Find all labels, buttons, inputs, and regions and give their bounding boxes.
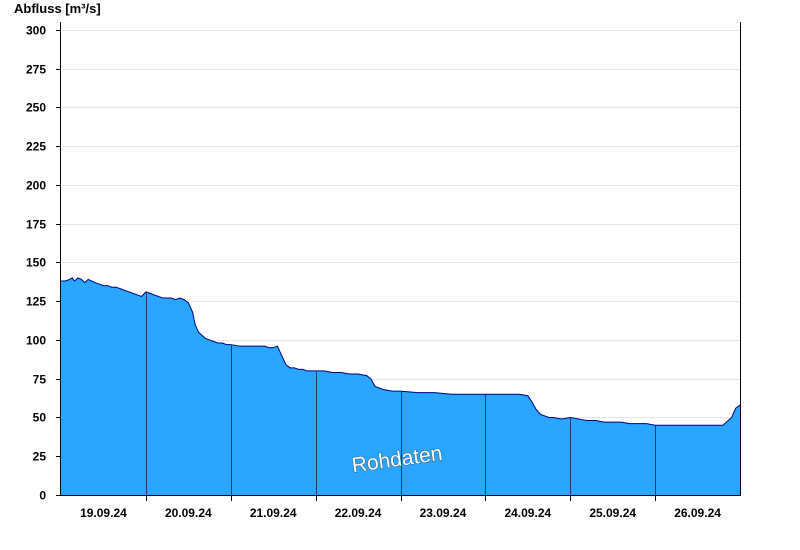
x-tick-label: 20.09.24: [165, 506, 212, 520]
axes: [60, 22, 741, 496]
day-separators: [146, 291, 656, 495]
x-tick-label: 24.09.24: [504, 506, 551, 520]
y-tick-label: 100: [26, 334, 46, 348]
y-tick-label: 175: [26, 218, 46, 232]
x-tick-label: 21.09.24: [250, 506, 297, 520]
y-tick-label: 250: [26, 101, 46, 115]
y-axis-ticks: 0 25 50 75 100 125 150 175 200 225 250 275 300: [26, 24, 60, 503]
y-tick-label: 275: [26, 63, 46, 77]
x-tick-label: 23.09.24: [420, 506, 467, 520]
y-tick-label: 50: [33, 411, 47, 425]
y-tick-label: 300: [26, 24, 46, 38]
y-axis-title: Abfluss [m³/s]: [14, 1, 101, 16]
y-tick-label: 75: [33, 373, 47, 387]
y-tick-label: 25: [33, 450, 47, 464]
x-tick-label: 19.09.24: [80, 506, 127, 520]
discharge-line: [61, 277, 741, 426]
x-tick-label: 26.09.24: [674, 506, 721, 520]
y-tick-label: 225: [26, 140, 46, 154]
x-tick-label: 22.09.24: [335, 506, 382, 520]
y-tick-label: 200: [26, 179, 46, 193]
x-tick-label: 25.09.24: [589, 506, 636, 520]
x-axis-ticks: 19.09.24 20.09.24 21.09.24 22.09.24 23.09.24…: [80, 495, 721, 520]
y-tick-label: 150: [26, 256, 46, 270]
y-tick-label: 125: [26, 295, 46, 309]
y-tick-label: 0: [39, 489, 46, 503]
